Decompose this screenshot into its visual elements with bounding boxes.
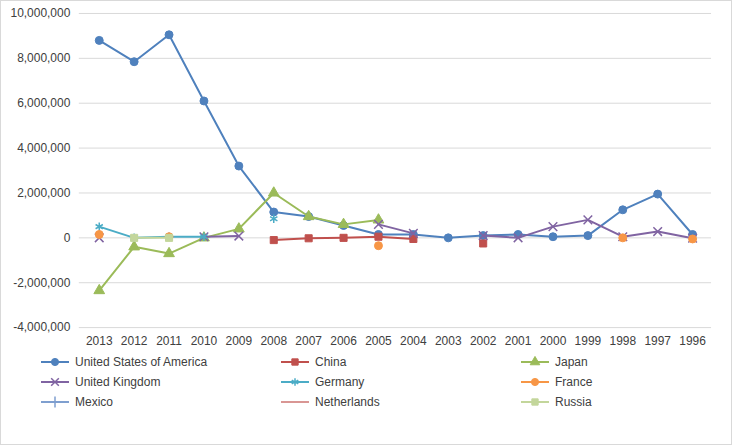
- svg-text:1997: 1997: [644, 334, 671, 348]
- svg-text:2008: 2008: [260, 334, 287, 348]
- html-text:Germany: Germany: [315, 375, 365, 389]
- html-text:Netherlands: Netherlands: [315, 395, 380, 409]
- svg-text:8,000,000: 8,000,000: [17, 51, 71, 65]
- svg-text:2007: 2007: [295, 334, 322, 348]
- html-text:United Kingdom: United Kingdom: [75, 375, 161, 389]
- svg-text:1998: 1998: [609, 334, 636, 348]
- html-text:China: China: [315, 355, 347, 369]
- svg-text:2013: 2013: [86, 334, 113, 348]
- svg-text:2002: 2002: [470, 334, 497, 348]
- html-text:United States of America: United States of America: [75, 355, 208, 369]
- svg-text:1996: 1996: [679, 334, 706, 348]
- html-text:Japan: Japan: [555, 355, 588, 369]
- svg-text:2003: 2003: [435, 334, 462, 348]
- svg-text:2000: 2000: [540, 334, 567, 348]
- svg-text:10,000,000: 10,000,000: [10, 6, 70, 20]
- svg-text:-4,000,000: -4,000,000: [13, 320, 71, 334]
- html-text:Mexico: Mexico: [75, 395, 113, 409]
- html-text:France: France: [555, 375, 593, 389]
- svg-text:2012: 2012: [121, 334, 148, 348]
- svg-text:2005: 2005: [365, 334, 392, 348]
- svg-text:-2,000,000: -2,000,000: [13, 276, 71, 290]
- html-text:Russia: Russia: [555, 395, 592, 409]
- svg-text:2,000,000: 2,000,000: [17, 186, 71, 200]
- svg-text:2001: 2001: [505, 334, 532, 348]
- svg-text:0: 0: [64, 231, 71, 245]
- svg-text:6,000,000: 6,000,000: [17, 96, 71, 110]
- svg-text:2006: 2006: [330, 334, 357, 348]
- svg-text:2004: 2004: [400, 334, 427, 348]
- svg-text:4,000,000: 4,000,000: [17, 141, 71, 155]
- svg-text:2010: 2010: [191, 334, 218, 348]
- svg-text:2009: 2009: [226, 334, 253, 348]
- svg-text:2011: 2011: [156, 334, 182, 348]
- svg-text:1999: 1999: [575, 334, 602, 348]
